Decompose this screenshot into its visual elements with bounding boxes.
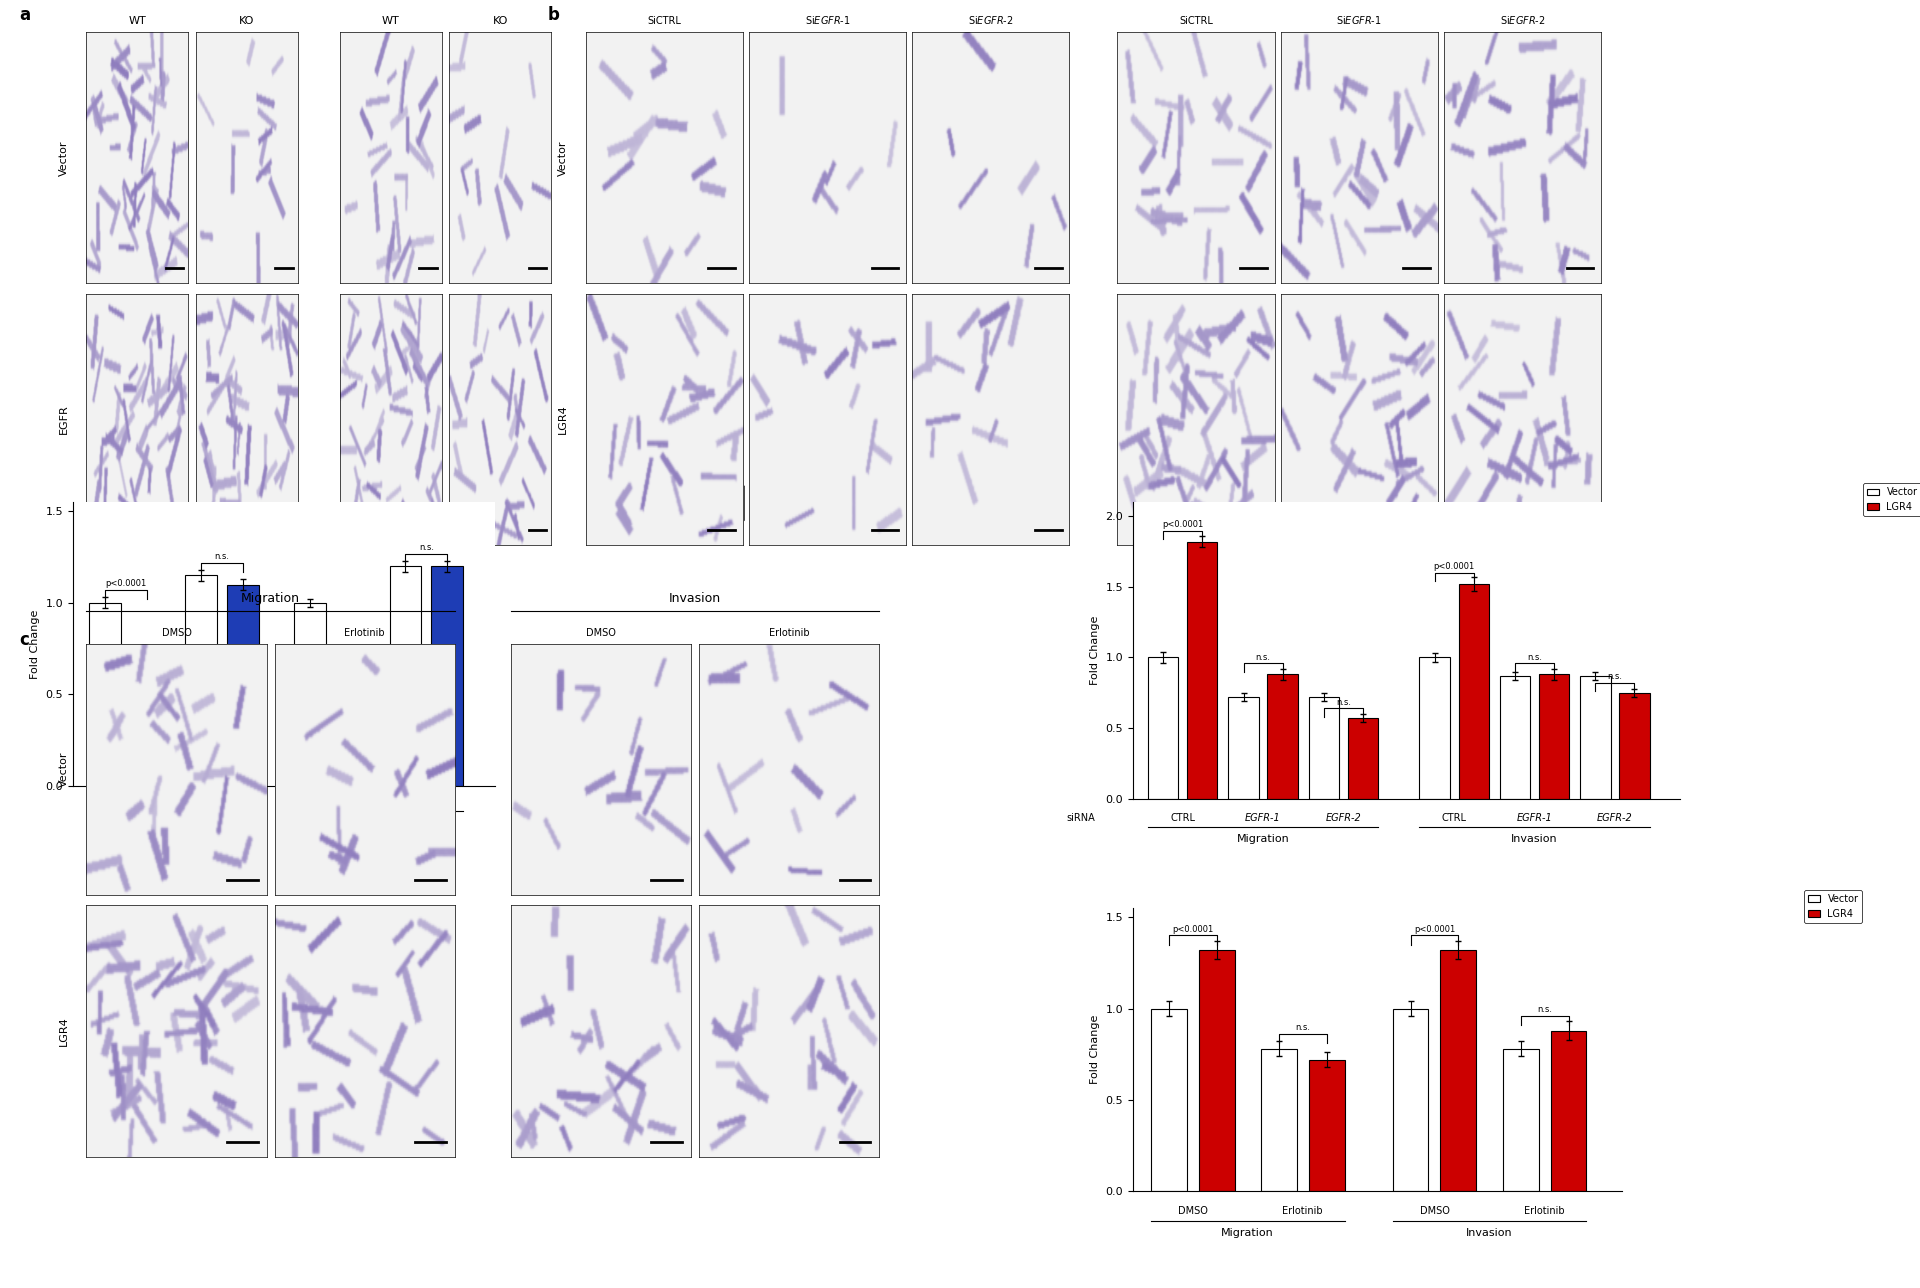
Text: Migration: Migration — [148, 819, 200, 828]
Text: n.s.: n.s. — [1607, 672, 1622, 681]
Bar — [1551, 1030, 1586, 1191]
Text: Invasion: Invasion — [668, 592, 722, 605]
Text: p<0.0001: p<0.0001 — [1162, 520, 1204, 529]
Text: DMSO: DMSO — [586, 627, 616, 638]
Text: Vector: Vector — [109, 799, 142, 809]
Bar — [1619, 693, 1649, 799]
Text: LGR4: LGR4 — [559, 404, 568, 434]
Bar — [1267, 675, 1298, 799]
Bar — [1538, 675, 1569, 799]
Bar — [1148, 657, 1179, 799]
Text: DMSO: DMSO — [1419, 1206, 1450, 1216]
Text: n.s.: n.s. — [1336, 698, 1352, 707]
Y-axis label: Fold Change: Fold Change — [31, 609, 40, 679]
Text: CTRL: CTRL — [1442, 813, 1467, 823]
Bar — [1459, 585, 1488, 799]
Text: Migration: Migration — [1221, 1227, 1275, 1238]
Text: EGFR: EGFR — [413, 799, 440, 809]
Legend: Vector, LGR4: Vector, LGR4 — [1862, 483, 1920, 516]
Bar — [1348, 719, 1379, 799]
Text: Vector: Vector — [559, 140, 568, 175]
Text: LGR4: LGR4 — [60, 1016, 69, 1046]
Text: p<0.0001: p<0.0001 — [1434, 563, 1475, 572]
Legend: $LGR4$ WT, $LGR4$ KO: $LGR4$ WT, $LGR4$ KO — [670, 484, 743, 522]
Text: Si$EGFR$-2: Si$EGFR$-2 — [1500, 14, 1546, 26]
Y-axis label: Fold Change: Fold Change — [1091, 1015, 1100, 1084]
Bar — [131, 698, 163, 786]
Text: p<0.0001: p<0.0001 — [1171, 925, 1213, 934]
Bar — [1309, 1060, 1344, 1191]
Bar — [336, 672, 367, 786]
Text: p<0.0001: p<0.0001 — [309, 654, 351, 663]
Text: Invasion: Invasion — [1511, 833, 1557, 844]
Bar — [184, 576, 217, 786]
Text: WT: WT — [129, 15, 146, 26]
Bar — [390, 567, 422, 786]
Bar — [432, 567, 463, 786]
Bar — [294, 603, 326, 786]
Text: SiCTRL: SiCTRL — [647, 15, 682, 26]
Bar — [1500, 676, 1530, 799]
Text: Vector: Vector — [60, 752, 69, 787]
Text: Erlotinib: Erlotinib — [1524, 1206, 1565, 1216]
Bar — [1187, 542, 1217, 799]
Text: a: a — [19, 6, 31, 24]
Text: Migration: Migration — [1236, 833, 1290, 844]
Bar — [1440, 951, 1476, 1191]
Text: KO: KO — [238, 15, 255, 26]
Bar — [1198, 951, 1235, 1191]
Text: p<0.0001: p<0.0001 — [1413, 925, 1455, 934]
Text: n.s.: n.s. — [1538, 1005, 1551, 1014]
Text: EGFR: EGFR — [60, 404, 69, 434]
Text: p<0.0001: p<0.0001 — [106, 580, 146, 589]
Text: WT: WT — [382, 15, 399, 26]
Text: Migration: Migration — [242, 592, 300, 605]
Text: Invasion: Invasion — [1467, 1227, 1513, 1238]
Bar — [227, 585, 259, 786]
Bar — [88, 603, 121, 786]
Text: siRNA: siRNA — [1066, 813, 1094, 823]
Text: Invasion: Invasion — [355, 819, 401, 828]
Text: CTRL: CTRL — [1171, 813, 1196, 823]
Text: DMSO: DMSO — [161, 627, 192, 638]
Text: n.s.: n.s. — [215, 551, 228, 560]
Text: Vector: Vector — [60, 140, 69, 175]
Text: Erlotinib: Erlotinib — [768, 627, 810, 638]
Legend: Vector, LGR4: Vector, LGR4 — [1805, 890, 1862, 923]
Text: SiCTRL: SiCTRL — [1179, 15, 1213, 26]
Text: Si$EGFR$-2: Si$EGFR$-2 — [968, 14, 1014, 26]
Text: Vector: Vector — [315, 799, 346, 809]
Text: Erlotinib: Erlotinib — [344, 627, 386, 638]
Text: c: c — [19, 631, 29, 649]
Y-axis label: Fold Change: Fold Change — [1091, 616, 1100, 685]
Text: DMSO: DMSO — [1177, 1206, 1208, 1216]
Text: EGFR-2: EGFR-2 — [1325, 813, 1361, 823]
Text: KO: KO — [492, 15, 509, 26]
Bar — [1419, 657, 1450, 799]
Bar — [1261, 1048, 1296, 1191]
Text: EGFR: EGFR — [209, 799, 234, 809]
Bar — [1392, 1009, 1428, 1191]
Text: b: b — [547, 6, 559, 24]
Text: Si$EGFR$-1: Si$EGFR$-1 — [1336, 14, 1382, 26]
Bar — [1150, 1009, 1187, 1191]
Bar — [1309, 697, 1338, 799]
Text: n.s.: n.s. — [1526, 653, 1542, 662]
Text: EGFR-2: EGFR-2 — [1597, 813, 1632, 823]
Bar — [1503, 1048, 1538, 1191]
Text: n.s.: n.s. — [1256, 653, 1271, 662]
Text: EGFR-1: EGFR-1 — [1246, 813, 1281, 823]
Text: n.s.: n.s. — [419, 542, 434, 551]
Text: n.s.: n.s. — [1296, 1024, 1309, 1033]
Bar — [1580, 676, 1611, 799]
Text: EGFR-1: EGFR-1 — [1517, 813, 1553, 823]
Bar — [1229, 697, 1260, 799]
Text: Erlotinib: Erlotinib — [1283, 1206, 1323, 1216]
Text: Si$EGFR$-1: Si$EGFR$-1 — [804, 14, 851, 26]
